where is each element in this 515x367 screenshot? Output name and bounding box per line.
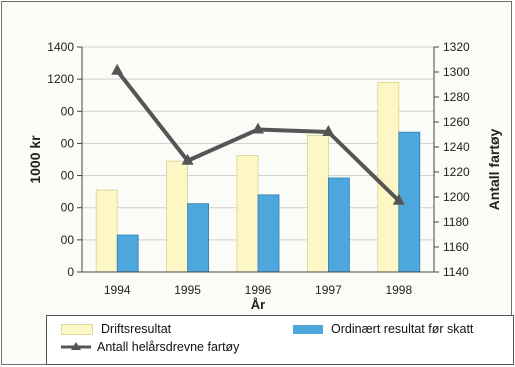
point-marker-antall-fartoy — [322, 125, 335, 136]
y-tick-label: 00 — [61, 136, 75, 150]
legend-item-driftsresultat: Driftsresultat — [61, 322, 171, 336]
y2-tick-label: 1320 — [443, 40, 470, 54]
x-tick-label: 1994 — [104, 283, 131, 297]
y2-tick-label: 1220 — [443, 165, 470, 179]
x-tick-label: 1997 — [315, 283, 342, 297]
point-marker-antall-fartoy — [252, 122, 264, 134]
y2-tick-label: 1260 — [443, 115, 470, 129]
legend-label-ordinaert-resultat: Ordinært resultat før skatt — [331, 322, 474, 336]
point-marker-antall-fartoy — [111, 63, 124, 75]
bar-ordinaert-resultat — [327, 177, 350, 273]
y2-tick-label: 1160 — [443, 240, 469, 254]
point-marker-antall-fartoy — [392, 193, 405, 205]
chart-legend: Driftsresultat Ordinært resultat før ska… — [46, 315, 514, 365]
y2-tick-label: 1240 — [443, 140, 470, 154]
y2-axis-title: Antall fartøy — [486, 128, 502, 210]
x-tick-label: 1998 — [385, 283, 412, 297]
y2-tick-label: 1140 — [443, 265, 469, 279]
y2-tick-label: 1280 — [443, 90, 470, 104]
x-tick-label: 1996 — [245, 283, 272, 297]
legend-swatch-driftsresultat — [61, 323, 93, 335]
y2-tick-label: 1180 — [443, 215, 469, 229]
y-tick-label: 1200 — [47, 72, 74, 86]
bar-driftsresultat — [166, 160, 189, 273]
y2-tick-label: 1300 — [443, 65, 470, 79]
y-tick-label: 1400 — [47, 40, 74, 54]
bar-driftsresultat — [236, 155, 259, 273]
y-tick-label: 0 — [67, 265, 74, 279]
point-marker-antall-fartoy — [181, 153, 194, 165]
legend-item-ordinaert-resultat: Ordinært resultat før skatt — [293, 322, 473, 336]
y-tick-label: 00 — [61, 104, 75, 118]
legend-label-driftsresultat: Driftsresultat — [101, 322, 172, 336]
y-tick-label: 00 — [61, 169, 75, 183]
bar-driftsresultat — [306, 134, 329, 273]
y-tick-label: 00 — [61, 233, 75, 247]
legend-swatch-antall-fartoy — [61, 342, 91, 350]
y-tick-label: 00 — [61, 201, 75, 215]
bar-ordinaert-resultat — [257, 194, 280, 273]
x-axis-title: År — [251, 297, 265, 312]
legend-item-antall-fartoy: Antall helårsdrevne fartøy — [61, 340, 239, 354]
bar-driftsresultat — [95, 189, 118, 273]
x-tick-label: 1995 — [174, 283, 201, 297]
y-axis-title: 1000 kr — [27, 135, 43, 184]
y2-tick-label: 1200 — [443, 190, 470, 204]
bar-driftsresultat — [377, 81, 400, 273]
chart-plot: 0000000000012001400114011601180120012201… — [27, 40, 502, 312]
bar-ordinaert-resultat — [116, 234, 139, 273]
legend-label-antall-fartoy: Antall helårsdrevne fartøy — [97, 340, 240, 354]
legend-swatch-ordinaert-resultat — [293, 324, 323, 334]
bar-ordinaert-resultat — [187, 203, 210, 273]
